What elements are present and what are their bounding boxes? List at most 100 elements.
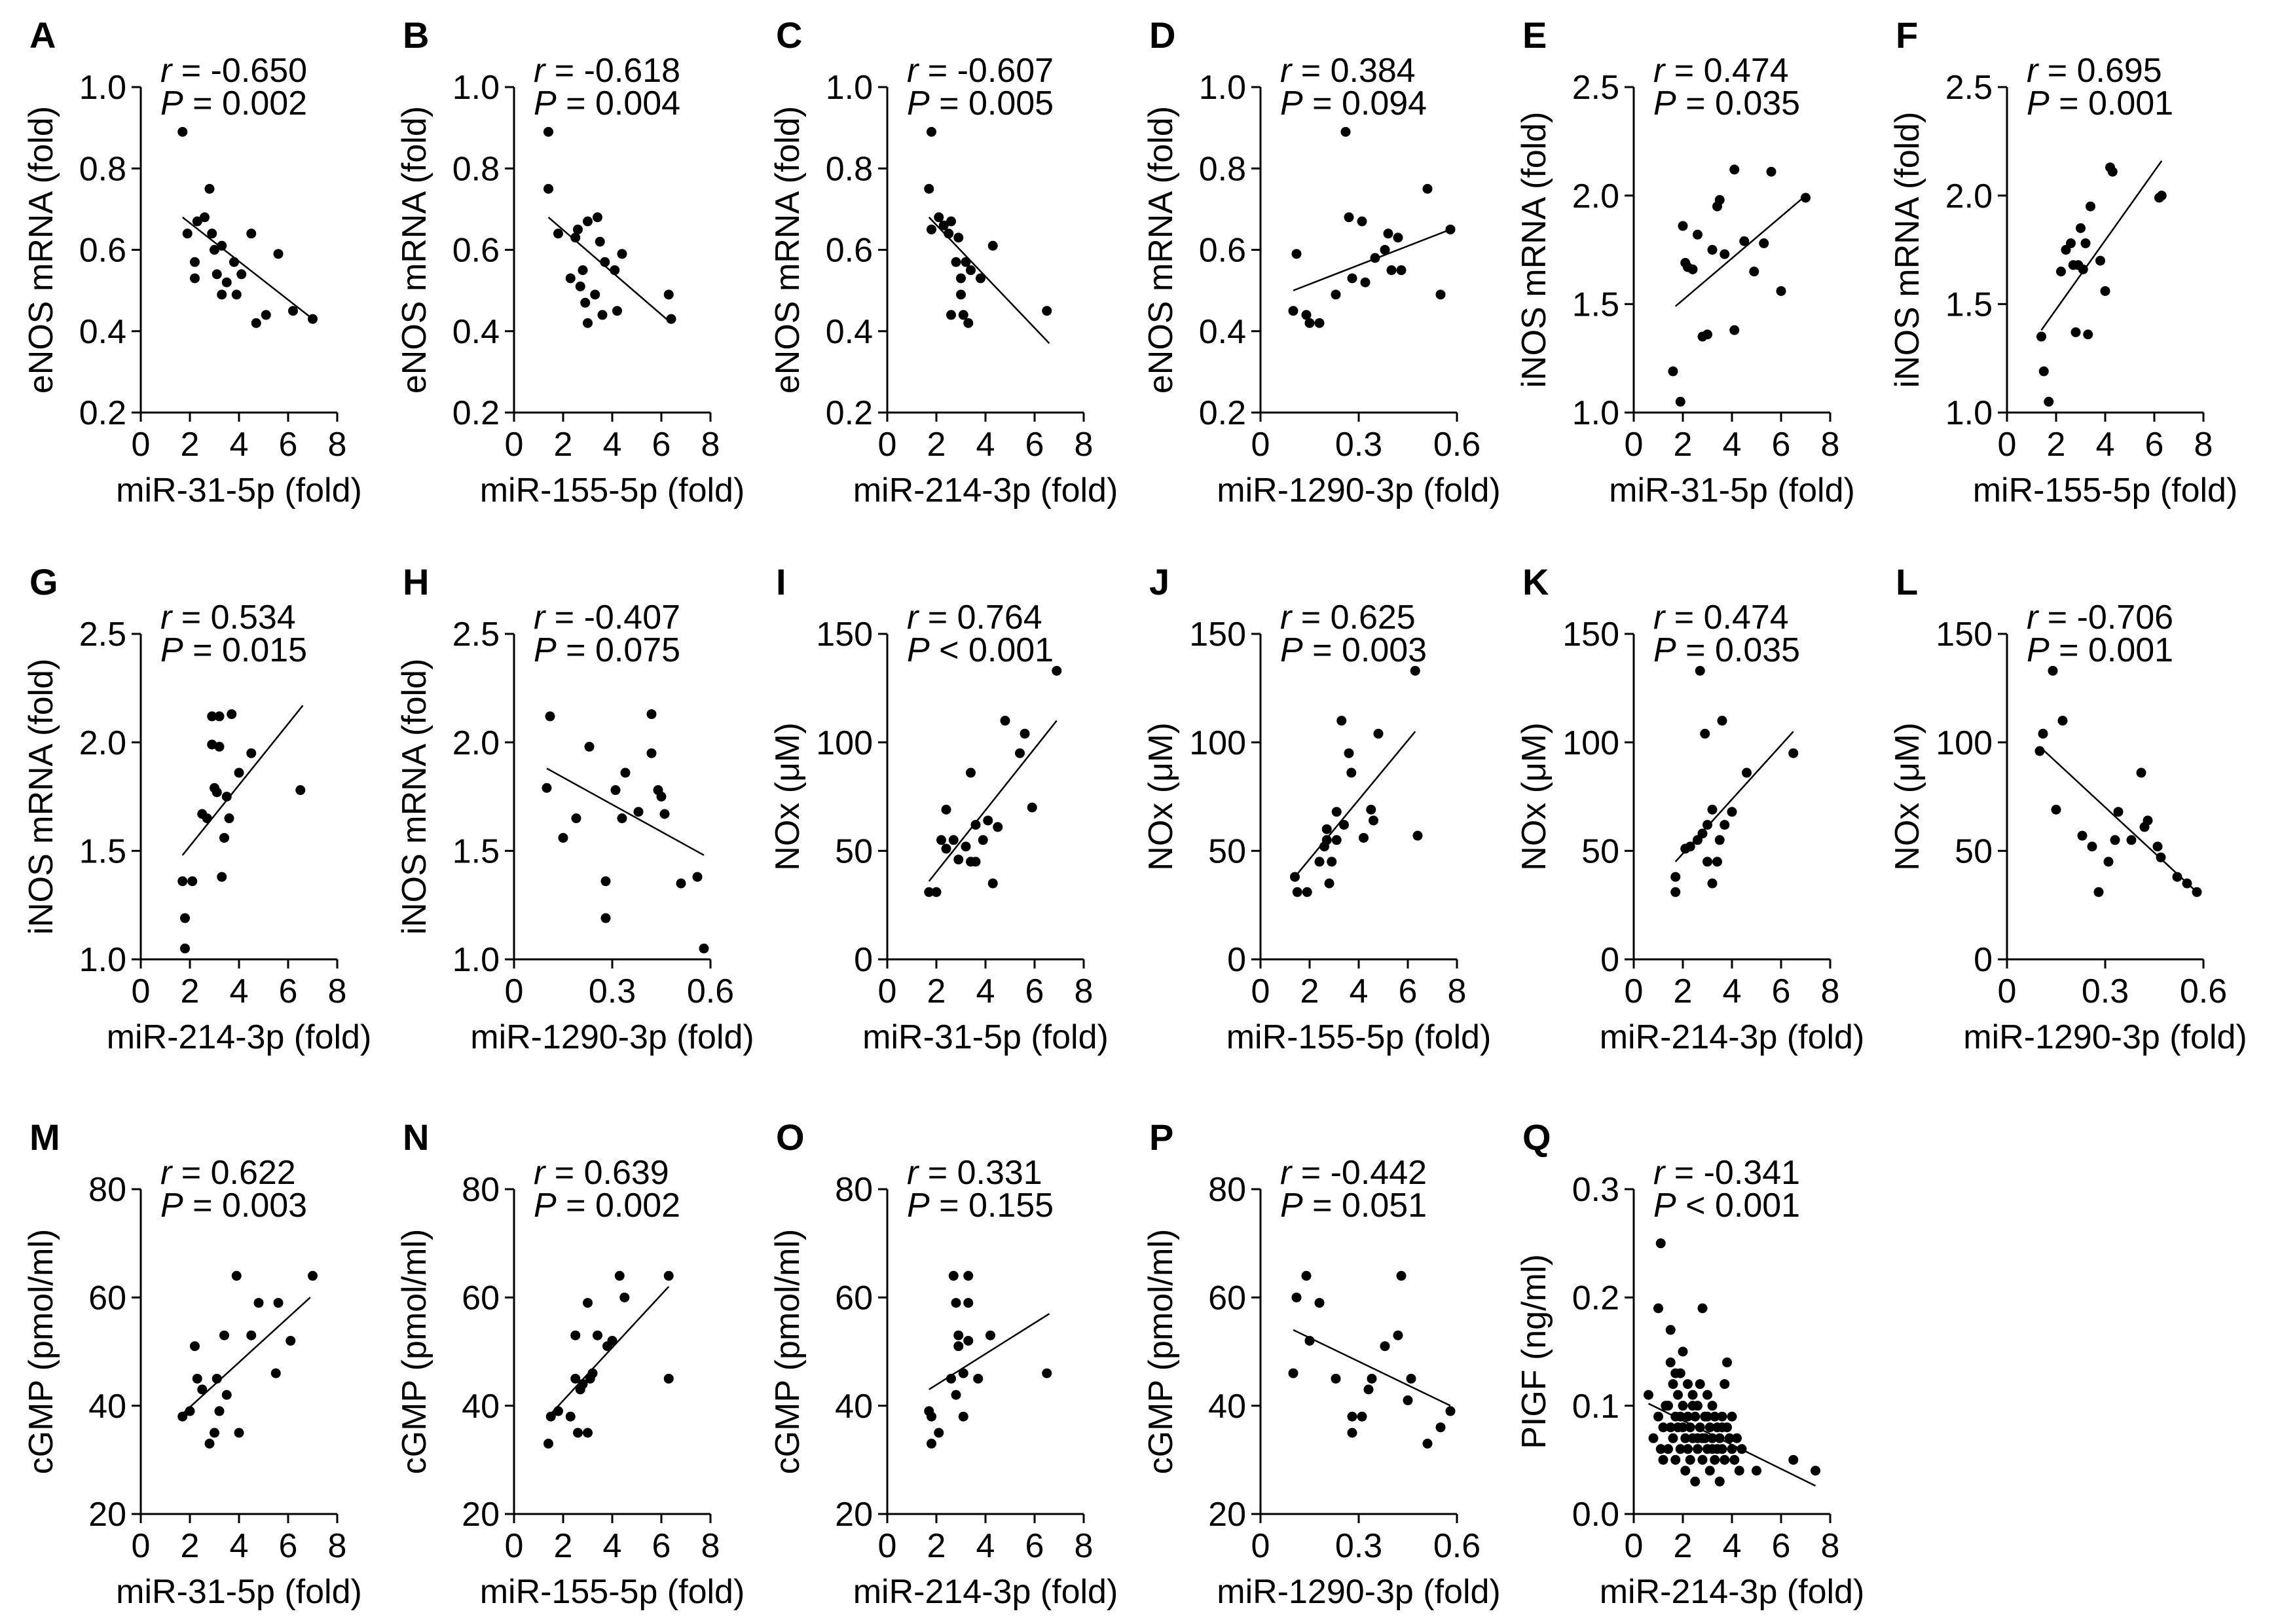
y-axis-title: iNOS mRNA (fold) bbox=[396, 659, 433, 935]
data-point bbox=[1291, 1292, 1302, 1302]
data-point bbox=[1759, 238, 1769, 249]
stat-p-value: 0.051 bbox=[1342, 1187, 1427, 1225]
x-tick-label: 0 bbox=[505, 426, 524, 464]
data-point bbox=[1717, 716, 1727, 726]
x-axis-title: miR-155-5p (fold) bbox=[480, 1573, 745, 1611]
x-tick-label: 4 bbox=[1723, 1527, 1742, 1565]
data-point bbox=[1788, 748, 1799, 758]
data-point bbox=[2100, 286, 2110, 296]
y-tick-label: 60 bbox=[462, 1280, 500, 1318]
x-tick-label: 2 bbox=[554, 426, 573, 464]
y-tick-label: 2.5 bbox=[1945, 69, 1993, 107]
data-point bbox=[1697, 828, 1708, 839]
data-point bbox=[607, 1335, 617, 1346]
data-point bbox=[656, 792, 667, 802]
data-point bbox=[1386, 265, 1397, 276]
panel-letter: I bbox=[776, 561, 786, 602]
stat-r-value: -0.442 bbox=[1331, 1154, 1427, 1192]
stat-p-relation: = bbox=[2059, 631, 2078, 669]
y-axis-title: NOx (μM) bbox=[1142, 722, 1180, 870]
data-point bbox=[1695, 665, 1705, 676]
data-point bbox=[2057, 716, 2068, 726]
data-point bbox=[2077, 830, 2088, 841]
data-point bbox=[234, 1428, 244, 1438]
data-point bbox=[610, 785, 621, 796]
y-tick-label: 1.0 bbox=[79, 941, 126, 979]
y-axis-title: NOx (μM) bbox=[1888, 722, 1926, 870]
data-point bbox=[221, 277, 232, 287]
data-point bbox=[1722, 1357, 1732, 1368]
x-tick-label: 0.6 bbox=[687, 972, 734, 1010]
data-point bbox=[987, 878, 998, 889]
y-tick-label: 0 bbox=[1974, 941, 1993, 979]
y-tick-label: 40 bbox=[835, 1388, 873, 1426]
x-axis-title: miR-155-5p (fold) bbox=[1973, 471, 2238, 509]
regression-line bbox=[181, 705, 304, 856]
y-tick-label: 80 bbox=[1208, 1171, 1246, 1209]
x-tick-label: 2 bbox=[2047, 426, 2066, 464]
data-point bbox=[217, 872, 227, 882]
data-point bbox=[963, 318, 974, 328]
data-point bbox=[1304, 1335, 1315, 1346]
y-tick-label: 0.2 bbox=[826, 394, 873, 432]
data-point bbox=[1288, 306, 1298, 316]
x-tick-label: 0 bbox=[1251, 1527, 1270, 1565]
regression-line bbox=[928, 720, 1058, 882]
x-tick-label: 6 bbox=[279, 426, 298, 464]
data-point bbox=[946, 310, 956, 320]
data-point bbox=[1435, 1422, 1446, 1433]
data-point bbox=[1729, 1454, 1740, 1465]
x-tick-label: 4 bbox=[976, 426, 995, 464]
data-point bbox=[2152, 841, 2163, 852]
stat-p-value: 0.003 bbox=[222, 1187, 307, 1225]
data-point bbox=[1685, 1454, 1695, 1465]
data-point bbox=[1675, 1411, 1685, 1422]
y-axis-title: cGMP (pmol/ml) bbox=[769, 1229, 807, 1475]
y-tick-label: 2.0 bbox=[1572, 177, 1619, 215]
regression-line bbox=[547, 1285, 670, 1418]
data-point bbox=[1347, 273, 1357, 284]
x-tick-label: 4 bbox=[603, 1527, 622, 1565]
data-point bbox=[285, 1335, 296, 1346]
stat-p-value: 0.005 bbox=[968, 84, 1054, 122]
panel-d: D 0.2 0.4 0.6 0.8 1.0 0 0.3 0.6 miR-1290-3p (fold… bbox=[1142, 14, 1501, 509]
regression-line bbox=[1674, 731, 1794, 862]
x-tick-label: 8 bbox=[701, 1527, 720, 1565]
data-point bbox=[595, 236, 605, 247]
data-point bbox=[200, 212, 210, 223]
y-tick-label: 150 bbox=[1189, 616, 1246, 654]
data-point bbox=[961, 841, 971, 852]
data-point bbox=[1702, 329, 1712, 340]
data-point bbox=[597, 310, 608, 320]
data-point bbox=[212, 787, 222, 798]
data-point bbox=[1393, 1330, 1403, 1340]
data-point bbox=[1680, 1433, 1691, 1443]
data-point bbox=[1331, 835, 1342, 845]
stat-p: P < 0.001 bbox=[1653, 1187, 1800, 1225]
panel-f: F 1.0 1.5 2.0 2.5 0 2 4 6 8 miR-155-5p (fold) iNOS … bbox=[1888, 14, 2237, 509]
data-point bbox=[1693, 229, 1702, 240]
data-point bbox=[951, 1298, 961, 1308]
y-tick-label: 60 bbox=[1208, 1280, 1246, 1318]
data-point bbox=[273, 1298, 284, 1308]
stat-p-value: 0.002 bbox=[222, 84, 307, 122]
data-point bbox=[1380, 1341, 1390, 1352]
stat-p-relation: = bbox=[566, 631, 585, 669]
x-tick-label: 6 bbox=[1772, 426, 1791, 464]
data-point bbox=[2038, 366, 2049, 377]
data-point bbox=[1321, 835, 1332, 845]
data-point bbox=[270, 1368, 281, 1378]
y-tick-label: 0.2 bbox=[1199, 394, 1246, 432]
data-point bbox=[1732, 1433, 1742, 1443]
data-point bbox=[187, 876, 198, 887]
data-point bbox=[2070, 327, 2081, 337]
data-point bbox=[1314, 857, 1325, 867]
data-point bbox=[663, 1373, 674, 1384]
x-tick-label: 0.6 bbox=[1433, 426, 1481, 464]
data-point bbox=[1727, 1444, 1737, 1454]
data-point bbox=[934, 1428, 944, 1438]
y-tick-label: 0.8 bbox=[452, 150, 500, 188]
data-point bbox=[1702, 820, 1712, 830]
data-point bbox=[570, 1330, 581, 1340]
data-point bbox=[565, 273, 576, 284]
